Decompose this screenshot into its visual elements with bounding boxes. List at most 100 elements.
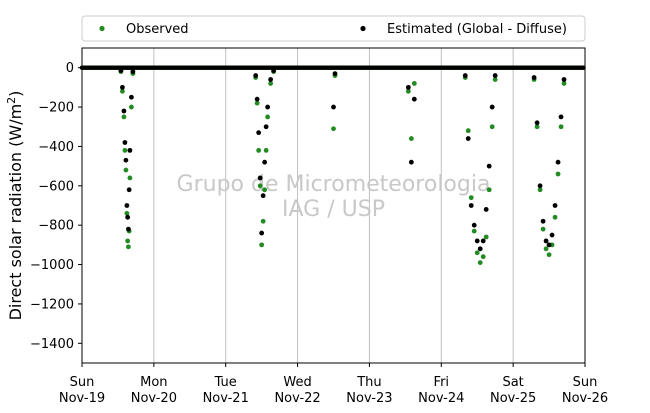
data-point <box>555 171 561 177</box>
data-point <box>123 167 129 173</box>
y-axis: 0 −200 −400 −600 −800 −1000 −1200 −1400 <box>30 61 82 352</box>
data-point <box>125 238 131 244</box>
legend-label: Observed <box>126 22 189 37</box>
x-tick-day: Thu <box>356 375 381 390</box>
x-tick-date: Nov-19 <box>59 391 105 406</box>
data-point <box>263 124 269 130</box>
data-point <box>331 126 336 132</box>
data-point <box>486 187 492 193</box>
x-tick-date: Nov-21 <box>203 391 249 406</box>
data-point <box>123 157 129 163</box>
data-point <box>405 88 411 94</box>
data-point <box>126 187 132 193</box>
x-tick-day: Sun <box>573 375 598 390</box>
data-point <box>474 238 480 244</box>
data-point <box>126 244 131 250</box>
legend-marker <box>360 25 366 32</box>
data-point <box>540 218 546 224</box>
data-point <box>122 147 128 153</box>
data-point <box>558 114 564 120</box>
data-point <box>492 77 498 82</box>
data-point <box>253 73 259 78</box>
y-tick-label: −400 <box>38 140 74 155</box>
data-point <box>260 218 266 224</box>
data-point <box>489 104 495 110</box>
data-point <box>262 187 268 193</box>
data-point <box>471 222 477 228</box>
series-observed <box>79 65 586 265</box>
data-point <box>468 195 474 201</box>
data-point <box>471 228 477 234</box>
y-tick-label: −600 <box>38 179 74 194</box>
data-point <box>537 183 543 189</box>
data-point <box>120 88 125 94</box>
data-point <box>534 120 540 126</box>
data-point <box>555 159 561 165</box>
data-point <box>483 207 489 212</box>
x-tick-date: Nov-20 <box>131 391 177 406</box>
data-point <box>477 260 483 265</box>
data-point <box>561 81 567 86</box>
data-point <box>120 84 125 90</box>
legend: Observed Estimated (Global - Diffuse) <box>81 15 586 42</box>
x-tick-day: Fri <box>434 375 450 390</box>
y-tick-label: −1400 <box>30 337 74 352</box>
x-axis: SunNov-19MonNov-20TueNov-21WedNov-22ThuN… <box>59 363 608 406</box>
y-tick-label: −200 <box>38 101 74 116</box>
data-point <box>462 73 468 78</box>
series-estimated <box>79 65 586 252</box>
x-tick-date: Nov-22 <box>274 391 320 406</box>
data-point <box>408 136 414 141</box>
data-point <box>127 175 133 181</box>
legend-marker <box>99 25 105 32</box>
x-tick-day: Tue <box>214 375 237 390</box>
data-point <box>130 69 136 75</box>
watermark-line: IAG / USP <box>282 197 385 222</box>
data-point <box>257 183 263 189</box>
data-point <box>552 214 558 220</box>
y-axis-label-end: ) <box>6 91 25 97</box>
legend-label: Estimated (Global - Diffuse) <box>387 22 567 37</box>
plot-frame <box>81 47 586 364</box>
data-point <box>256 130 262 136</box>
data-point <box>268 81 274 86</box>
data-point <box>531 75 537 80</box>
data-point <box>558 124 564 130</box>
x-tick-day: Wed <box>283 375 311 390</box>
data-point <box>483 234 489 240</box>
data-point <box>259 230 265 236</box>
y-tick-label: −1200 <box>30 297 74 312</box>
data-point <box>480 254 486 260</box>
data-point <box>534 124 540 130</box>
data-points <box>79 65 586 265</box>
data-point <box>411 81 417 86</box>
grid-lines <box>153 48 514 363</box>
data-point <box>263 147 269 153</box>
data-point <box>411 96 417 102</box>
data-point <box>254 100 260 106</box>
data-point <box>561 77 567 82</box>
y-tick-label: −1000 <box>30 258 74 273</box>
data-point <box>271 68 277 74</box>
legend-box <box>81 15 586 42</box>
y-tick-label: −800 <box>38 219 74 234</box>
data-point <box>118 68 124 74</box>
x-tick-date: Nov-23 <box>346 391 392 406</box>
data-point <box>124 210 130 216</box>
data-point <box>537 187 543 193</box>
data-point <box>121 114 127 120</box>
data-point <box>127 147 133 153</box>
data-point <box>474 250 480 256</box>
data-point <box>260 193 266 199</box>
data-point <box>129 104 134 110</box>
data-point <box>121 108 127 114</box>
data-point <box>125 214 131 220</box>
x-tick-day: Sun <box>70 375 95 390</box>
data-point <box>124 203 130 208</box>
y-tick-label: 0 <box>66 61 74 76</box>
data-point <box>405 84 411 90</box>
data-point <box>129 94 134 100</box>
data-point <box>543 238 549 244</box>
